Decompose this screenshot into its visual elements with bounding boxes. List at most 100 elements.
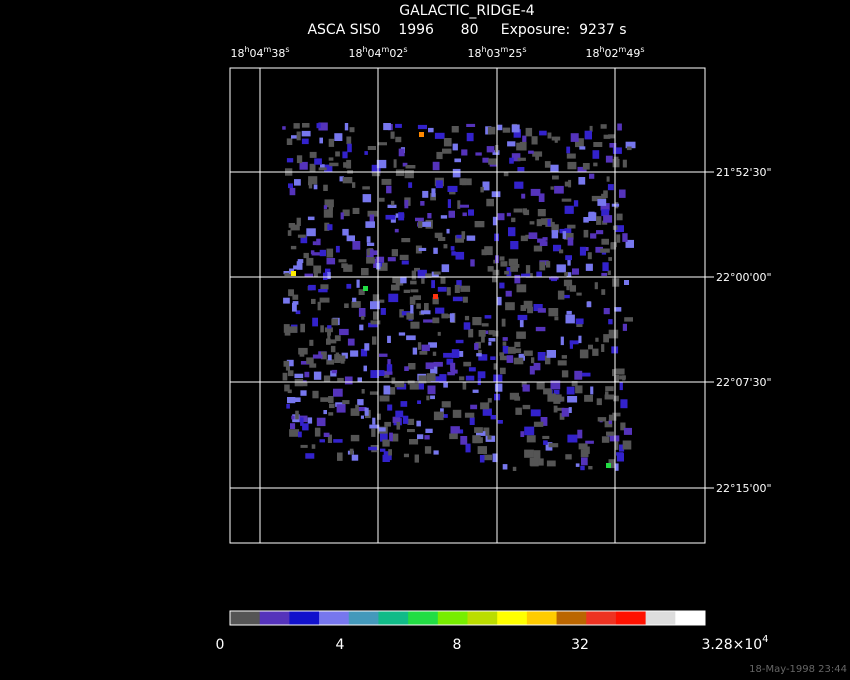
image-pixel — [372, 417, 376, 425]
image-pixel — [616, 453, 624, 462]
image-pixel — [550, 380, 561, 390]
image-pixel — [361, 268, 369, 276]
image-pixel — [435, 180, 443, 189]
dec-label: 22°00'00" — [716, 271, 772, 284]
image-pixel — [387, 257, 396, 262]
image-pixel — [622, 159, 627, 168]
ra-label-part: m — [382, 45, 390, 54]
image-pixel — [500, 261, 508, 267]
image-pixel — [282, 126, 286, 130]
image-pixel — [402, 162, 408, 167]
image-pixel — [512, 348, 522, 353]
image-pixel — [283, 324, 290, 333]
image-pixel — [301, 138, 309, 145]
image-pixel — [562, 294, 570, 299]
image-pixel — [298, 347, 308, 355]
image-pixel — [566, 386, 575, 395]
image-pixel — [318, 167, 327, 171]
image-pixel — [387, 204, 397, 208]
image-pixel — [327, 327, 331, 336]
image-pixel — [525, 265, 531, 274]
image-pixel — [418, 220, 423, 229]
image-pixel — [296, 261, 303, 270]
image-pixel — [283, 297, 290, 304]
image-pixel — [406, 312, 414, 320]
image-pixel — [519, 141, 527, 151]
image-pixel — [417, 269, 427, 279]
image-pixel — [443, 244, 448, 249]
image-pixel — [603, 308, 610, 315]
image-pixel — [316, 238, 321, 246]
image-pixel — [554, 407, 565, 411]
image-pixel — [519, 320, 524, 328]
image-pixel — [347, 143, 352, 153]
image-pixel — [514, 396, 521, 401]
image-pixel — [583, 229, 589, 238]
image-pixel — [579, 246, 586, 256]
image-pixel — [409, 383, 419, 390]
image-pixel — [398, 212, 405, 221]
image-pixel — [512, 466, 517, 471]
image-pixel — [293, 123, 300, 129]
ra-label-part: m — [619, 45, 627, 54]
image-pixel — [517, 157, 526, 161]
image-pixel — [564, 205, 574, 214]
image-pixel — [292, 302, 297, 312]
image-pixel — [478, 330, 486, 337]
image-pixel — [399, 254, 409, 260]
image-pixel — [483, 454, 492, 461]
image-pixel — [509, 392, 519, 400]
image-pixel — [588, 212, 597, 221]
image-pixel — [316, 123, 321, 129]
image-pixel — [601, 238, 609, 245]
image-pixel — [461, 178, 472, 186]
image-pixel — [350, 408, 360, 416]
image-pixel — [306, 257, 314, 266]
image-pixel — [293, 265, 299, 270]
image-pixel — [464, 412, 475, 418]
image-pixel — [557, 360, 567, 366]
image-pixel — [469, 417, 475, 425]
image-pixel — [352, 182, 356, 188]
image-pixel — [523, 300, 533, 309]
ra-label-part: h — [362, 45, 367, 54]
image-pixel — [422, 190, 429, 198]
image-pixel — [538, 193, 545, 202]
image-pixel — [569, 340, 579, 345]
image-pixel — [454, 284, 460, 293]
image-pixel — [367, 210, 378, 217]
image-pixel — [393, 159, 397, 168]
image-pixel — [347, 338, 355, 346]
image-pixel — [470, 259, 475, 267]
image-pixel — [481, 323, 489, 327]
image-pixel — [295, 310, 301, 315]
ra-label-part: s — [640, 45, 644, 54]
image-pixel — [425, 273, 432, 278]
image-pixel — [543, 440, 548, 445]
image-pixel — [309, 363, 317, 368]
image-pixel — [372, 336, 377, 345]
colorbar-label: 0 — [216, 637, 225, 653]
image-pixel — [487, 266, 494, 272]
image-pixel — [442, 148, 452, 154]
image-pixel — [430, 395, 435, 400]
image-pixel — [465, 443, 471, 453]
image-pixel — [514, 341, 521, 348]
image-pixel — [358, 289, 365, 295]
image-pixel — [482, 408, 492, 416]
image-pixel — [296, 131, 301, 141]
image-pixel — [337, 355, 346, 362]
ra-label-part: 49 — [626, 47, 640, 60]
image-pixel — [395, 169, 405, 176]
ra-label-part: 03 — [487, 47, 501, 60]
colorbar-swatch — [586, 611, 617, 625]
image-pixel — [379, 395, 390, 402]
image-pixel — [608, 329, 619, 339]
image-pixel — [590, 386, 594, 395]
image-pixel — [404, 199, 409, 209]
image-pixel — [470, 404, 478, 410]
image-pixel — [481, 249, 487, 256]
image-pixel — [425, 428, 433, 433]
image-data — [282, 122, 636, 471]
image-pixel — [328, 157, 334, 161]
